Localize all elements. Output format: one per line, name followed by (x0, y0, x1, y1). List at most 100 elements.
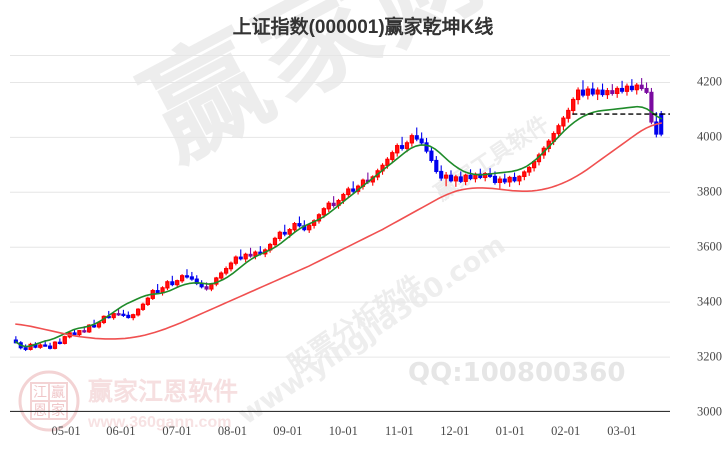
candle-body-fill (497, 178, 502, 183)
candle-body-fill (395, 145, 400, 154)
candle-body (400, 145, 405, 149)
candle-body (414, 135, 419, 140)
candle-body (580, 89, 586, 96)
candle-body-fill (228, 262, 234, 270)
candle-body-fill (605, 90, 610, 96)
candle-body (620, 87, 625, 92)
y-axis-label-4: 3800 (697, 184, 722, 199)
candle-body-fill (453, 176, 458, 182)
candle-body-fill (180, 275, 185, 282)
candle-body-fill (77, 330, 82, 336)
candle-body-fill (483, 173, 488, 179)
candle-body-fill (321, 208, 326, 216)
candle-body-fill (136, 308, 141, 316)
candle-body (155, 290, 160, 294)
candle-body-fill (165, 281, 170, 289)
candle-body-fill (111, 313, 116, 319)
candle-body (434, 159, 439, 172)
chart-canvas (10, 55, 670, 412)
candle-body (48, 345, 53, 349)
candle-body (82, 330, 87, 333)
x-axis-label-7: 12-01 (440, 424, 470, 438)
candle-body-fill (576, 89, 581, 101)
candle-body-fill (390, 152, 395, 160)
x-axis-label-5: 10-01 (328, 424, 358, 438)
x-axis-label-2: 07-01 (162, 424, 192, 438)
ma-line-0 (15, 105, 663, 348)
candle-body-fill (595, 89, 600, 95)
candle-body (458, 176, 463, 182)
x-axis-label-3: 08-01 (217, 424, 247, 438)
candle-body-fill (140, 303, 146, 310)
candle-body-fill (52, 341, 58, 349)
x-axis-label-10: 03-01 (607, 424, 637, 438)
x-axis-labels: 05-01 06-01 07-01 08-01 09-01 10-01 11-01 12-01… (0, 424, 726, 448)
candle-body-fill (233, 256, 238, 264)
x-axis-label-4: 09-01 (273, 424, 303, 438)
candle-body-fill (175, 280, 180, 286)
candle-body-fill (243, 253, 248, 260)
candle-body-fill (346, 188, 351, 196)
candle-body (439, 170, 444, 179)
candle-body (238, 256, 243, 260)
candle-body (184, 275, 190, 278)
candle-body (649, 91, 654, 123)
candle-body (512, 176, 517, 182)
candle-body-fill (527, 167, 532, 173)
candle-body (590, 88, 595, 95)
candle-body-fill (38, 344, 43, 348)
candle-body (121, 313, 126, 316)
candle-body-fill (341, 193, 346, 202)
candle-body (282, 231, 287, 235)
y-axis-label-0: 3000 (697, 404, 722, 419)
candle-body (639, 84, 644, 90)
candle-body-fill (272, 237, 278, 246)
candle-body (72, 332, 77, 336)
y-axis-label-5: 4000 (697, 129, 722, 144)
candle-body (331, 202, 336, 207)
candle-body-fill (566, 109, 571, 119)
candle-body (57, 341, 62, 344)
candle-body (654, 121, 659, 135)
x-axis-label-9: 02-01 (551, 424, 581, 438)
page-title: 上证指数(000001)赢家乾坤K线 (232, 17, 494, 38)
x-axis-label-0: 05-01 (51, 424, 81, 438)
candle-body-fill (571, 98, 576, 112)
candle-body (170, 281, 175, 286)
candle-body (248, 253, 253, 257)
candle-body (116, 313, 121, 316)
candle-body-fill (287, 229, 292, 235)
candle-body-fill (326, 202, 331, 210)
y-axis-labels: 3000 3200 3400 3600 3800 4000 4200 (670, 55, 726, 419)
candle-body-fill (131, 314, 136, 319)
candle-body (23, 347, 28, 350)
y-axis-label-1: 3200 (697, 349, 722, 364)
candle-body-fill (307, 224, 312, 231)
candle-body (610, 90, 615, 94)
candle-body (600, 89, 605, 96)
candle-body (204, 286, 209, 290)
candle-body-fill (145, 297, 150, 305)
candle-body (502, 178, 507, 183)
candle-body-fill (409, 135, 414, 144)
candle-body (468, 174, 473, 180)
candle-body (43, 344, 48, 347)
candle-body (351, 188, 356, 192)
candle-body-fill (624, 85, 630, 92)
candle-body (424, 142, 429, 152)
candle-body-fill (463, 174, 468, 182)
candle-body-fill (522, 171, 527, 177)
candle-body-fill (224, 268, 229, 274)
x-axis-label-8: 01-01 (495, 424, 525, 438)
candle-body-fill (517, 175, 522, 182)
candle-body-fill (292, 223, 297, 231)
x-axis-label-1: 06-01 (106, 424, 136, 438)
candle-body-fill (62, 336, 67, 344)
candle-body-fill (209, 283, 214, 290)
x-axis-label-6: 11-01 (385, 424, 414, 438)
candle-body-fill (444, 174, 449, 179)
candle-body-fill (404, 142, 410, 149)
candle-body (448, 174, 454, 182)
candle-body (419, 138, 424, 144)
